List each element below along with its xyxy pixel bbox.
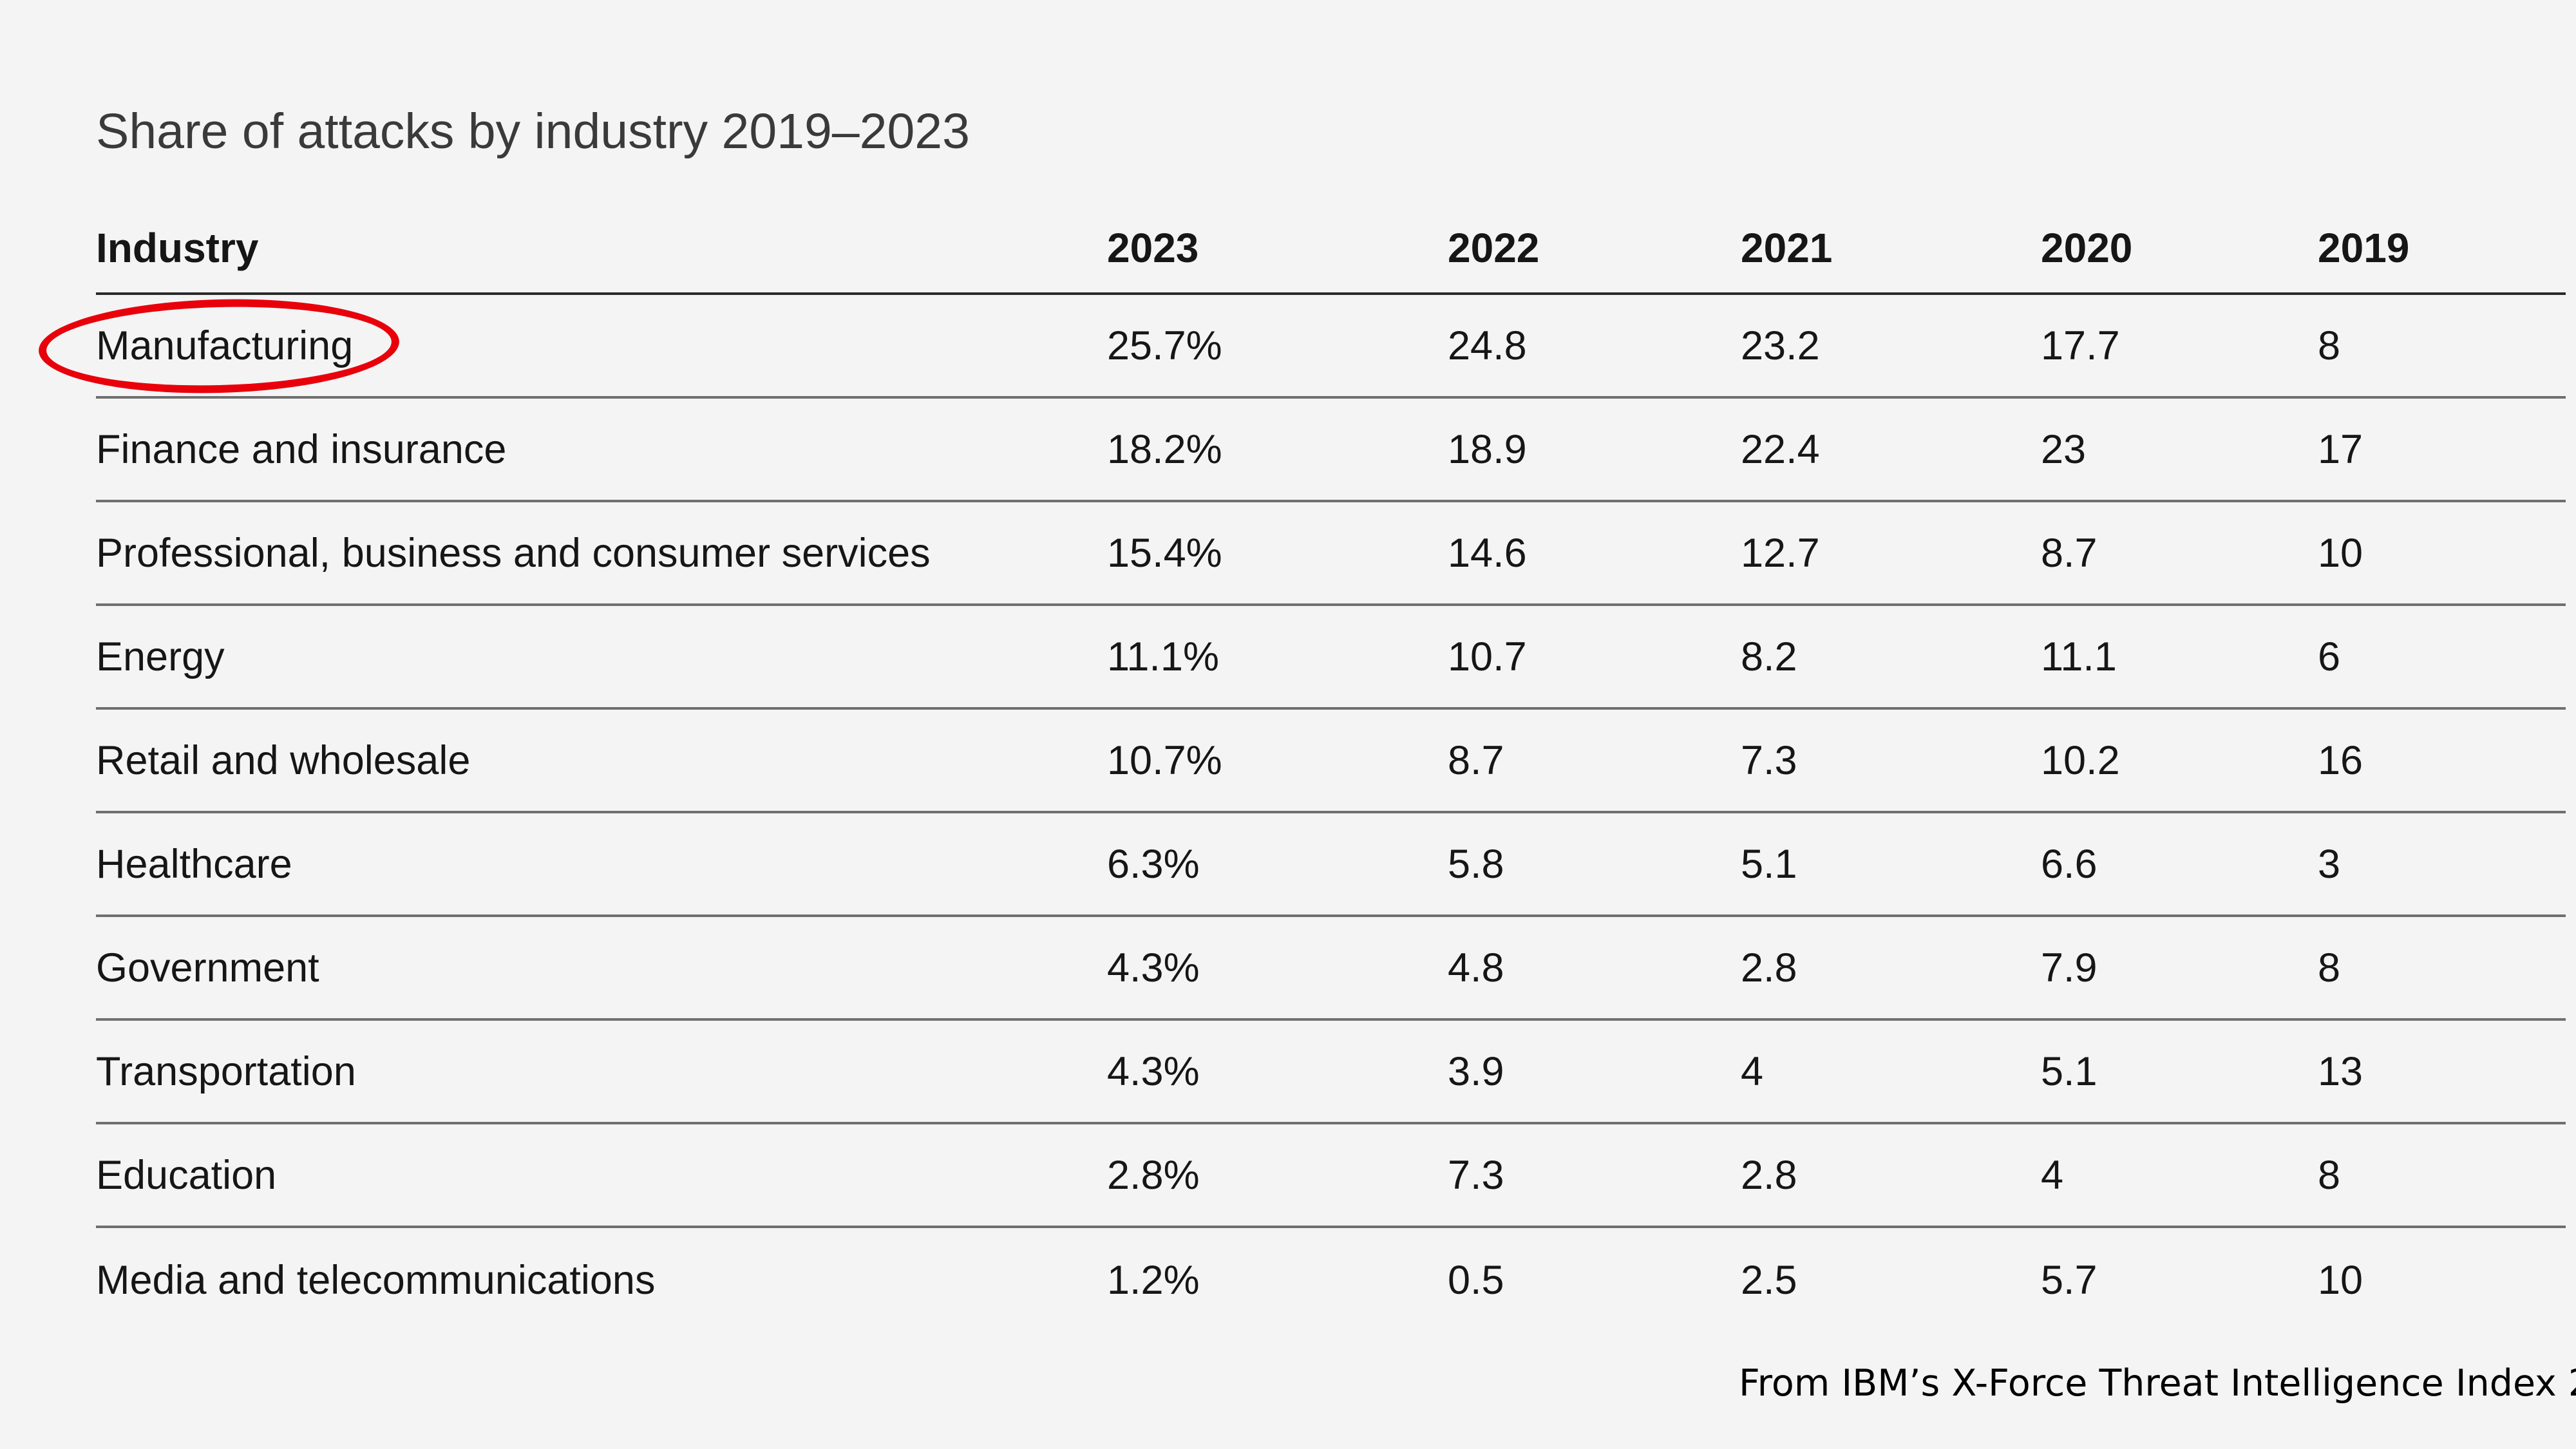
table-row: Transportation 4.3% 3.9 4 5.1 13 xyxy=(96,1021,2566,1124)
value-2022-cell: 14.6 xyxy=(1448,530,1527,576)
table-title: Share of attacks by industry 2019–2023 xyxy=(96,104,970,159)
value-2021-cell: 23.2 xyxy=(1741,323,1820,368)
header-industry: Industry xyxy=(96,224,259,271)
value-2023-cell: 25.7% xyxy=(1107,323,1222,368)
value-2020-cell: 8.7 xyxy=(2041,530,2098,576)
table-row: Government 4.3% 4.8 2.8 7.9 8 xyxy=(96,917,2566,1021)
value-2021-cell: 2.8 xyxy=(1741,945,1797,990)
header-2020: 2020 xyxy=(2041,224,2133,271)
industry-cell: Professional, business and consumer serv… xyxy=(96,530,931,576)
value-2023-cell: 4.3% xyxy=(1107,1048,1200,1094)
table-row: Healthcare 6.3% 5.8 5.1 6.6 3 xyxy=(96,813,2566,917)
table-row: Media and telecommunications 1.2% 0.5 2.… xyxy=(96,1228,2566,1332)
value-2021-cell: 7.3 xyxy=(1741,737,1797,783)
value-2019-cell: 13 xyxy=(2318,1048,2363,1094)
value-2023-cell: 1.2% xyxy=(1107,1257,1200,1303)
table-row: Manufacturing 25.7% 24.8 23.2 17.7 8 xyxy=(96,295,2566,399)
table-row: Energy 11.1% 10.7 8.2 11.1 6 xyxy=(96,606,2566,710)
value-2023-cell: 4.3% xyxy=(1107,945,1200,990)
value-2021-cell: 22.4 xyxy=(1741,426,1820,472)
industry-cell: Energy xyxy=(96,634,225,679)
value-2022-cell: 4.8 xyxy=(1448,945,1504,990)
value-2019-cell: 10 xyxy=(2318,1257,2363,1303)
value-2020-cell: 6.6 xyxy=(2041,841,2098,887)
value-2021-cell: 8.2 xyxy=(1741,634,1797,679)
value-2022-cell: 3.9 xyxy=(1448,1048,1504,1094)
value-2020-cell: 4 xyxy=(2041,1152,2064,1198)
value-2022-cell: 8.7 xyxy=(1448,737,1504,783)
value-2020-cell: 23 xyxy=(2041,426,2087,472)
value-2021-cell: 4 xyxy=(1741,1048,1764,1094)
value-2020-cell: 7.9 xyxy=(2041,945,2098,990)
value-2020-cell: 5.7 xyxy=(2041,1257,2098,1303)
source-note: From IBM’s X-Force Threat Intelligence I… xyxy=(1739,1362,2576,1405)
value-2020-cell: 5.1 xyxy=(2041,1048,2098,1094)
industry-cell: Transportation xyxy=(96,1048,356,1094)
value-2023-cell: 15.4% xyxy=(1107,530,1222,576)
value-2023-cell: 10.7% xyxy=(1107,737,1222,783)
value-2019-cell: 3 xyxy=(2318,841,2341,887)
value-2019-cell: 8 xyxy=(2318,323,2341,368)
table-row: Retail and wholesale 10.7% 8.7 7.3 10.2 … xyxy=(96,710,2566,813)
value-2022-cell: 7.3 xyxy=(1448,1152,1504,1198)
value-2019-cell: 6 xyxy=(2318,634,2341,679)
value-2021-cell: 2.5 xyxy=(1741,1257,1797,1303)
value-2020-cell: 11.1 xyxy=(2041,634,2117,679)
industry-cell: Media and telecommunications xyxy=(96,1257,656,1303)
value-2022-cell: 0.5 xyxy=(1448,1257,1504,1303)
industry-cell: Education xyxy=(96,1152,277,1198)
value-2023-cell: 6.3% xyxy=(1107,841,1200,887)
value-2022-cell: 5.8 xyxy=(1448,841,1504,887)
attacks-table: Industry 2023 2022 2021 2020 2019 Manufa… xyxy=(96,203,2566,1332)
value-2022-cell: 24.8 xyxy=(1448,323,1527,368)
value-2021-cell: 5.1 xyxy=(1741,841,1797,887)
value-2023-cell: 2.8% xyxy=(1107,1152,1200,1198)
value-2019-cell: 17 xyxy=(2318,426,2363,472)
value-2019-cell: 10 xyxy=(2318,530,2363,576)
table-header-row: Industry 2023 2022 2021 2020 2019 xyxy=(96,203,2566,295)
value-2019-cell: 8 xyxy=(2318,1152,2341,1198)
table-row: Education 2.8% 7.3 2.8 4 8 xyxy=(96,1124,2566,1228)
industry-cell: Government xyxy=(96,945,319,990)
value-2021-cell: 2.8 xyxy=(1741,1152,1797,1198)
value-2021-cell: 12.7 xyxy=(1741,530,1820,576)
value-2019-cell: 8 xyxy=(2318,945,2341,990)
value-2020-cell: 10.2 xyxy=(2041,737,2120,783)
industry-cell: Finance and insurance xyxy=(96,426,507,472)
header-2019: 2019 xyxy=(2318,224,2410,271)
table-row: Finance and insurance 18.2% 18.9 22.4 23… xyxy=(96,399,2566,502)
value-2022-cell: 18.9 xyxy=(1448,426,1527,472)
header-2021: 2021 xyxy=(1741,224,1833,271)
industry-cell: Manufacturing xyxy=(96,323,354,368)
industry-cell: Healthcare xyxy=(96,841,292,887)
value-2020-cell: 17.7 xyxy=(2041,323,2120,368)
industry-cell: Retail and wholesale xyxy=(96,737,471,783)
table-row: Professional, business and consumer serv… xyxy=(96,502,2566,606)
value-2023-cell: 11.1% xyxy=(1107,634,1219,679)
value-2019-cell: 16 xyxy=(2318,737,2363,783)
header-2022: 2022 xyxy=(1448,224,1540,271)
value-2023-cell: 18.2% xyxy=(1107,426,1222,472)
value-2022-cell: 10.7 xyxy=(1448,634,1527,679)
header-2023: 2023 xyxy=(1107,224,1199,271)
